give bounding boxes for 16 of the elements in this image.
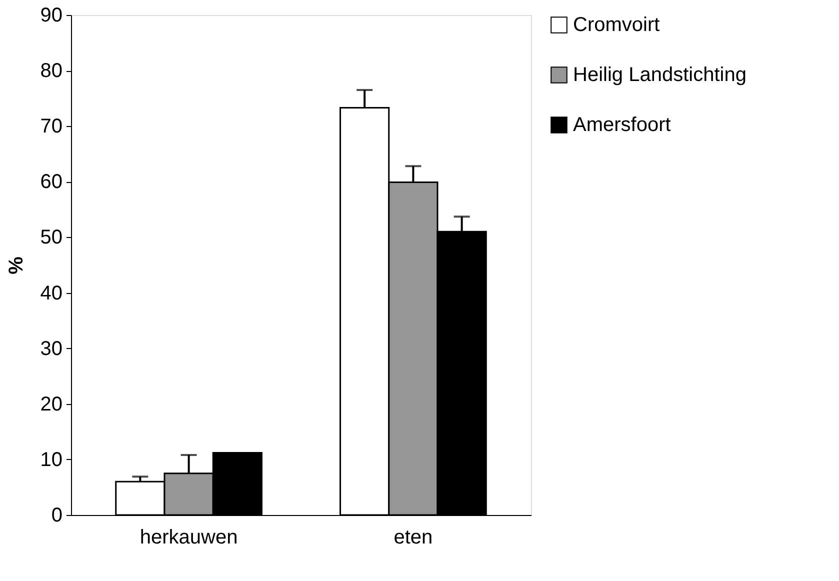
y-tick-label: 40 bbox=[40, 282, 62, 304]
y-tick-label: 0 bbox=[51, 504, 62, 526]
y-tick-label: 80 bbox=[40, 60, 62, 82]
y-tick-label: 90 bbox=[40, 4, 62, 26]
legend-label: Cromvoirt bbox=[573, 14, 660, 36]
x-tick-label: herkauwen bbox=[140, 526, 238, 548]
y-tick-label: 10 bbox=[40, 448, 62, 471]
y-tick-label: 70 bbox=[40, 116, 62, 138]
legend-label: Heilig Landstichting bbox=[573, 64, 746, 86]
y-tick-label: 20 bbox=[40, 393, 62, 416]
y-tick-label: 60 bbox=[40, 171, 62, 194]
y-tick-label: 50 bbox=[40, 226, 62, 249]
x-tick-label: eten bbox=[394, 526, 433, 548]
y-axis-title: % bbox=[5, 256, 28, 274]
legend-label: Amersfoort bbox=[573, 114, 672, 136]
y-tick-label: 30 bbox=[40, 338, 62, 360]
